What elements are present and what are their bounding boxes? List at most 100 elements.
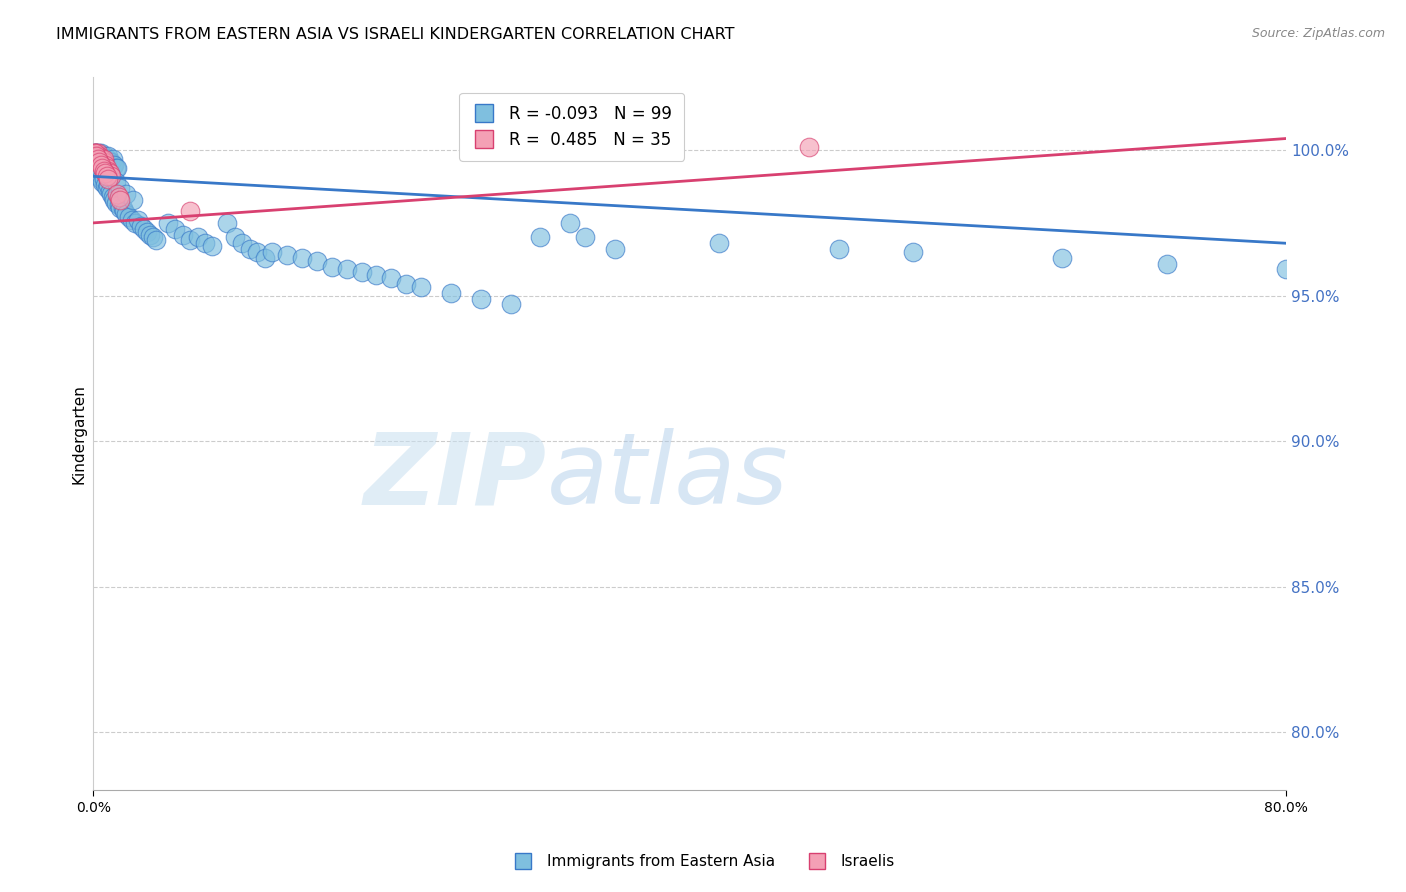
Point: [1275, 262, 1298, 277]
Point: [93, 163, 115, 178]
Point: [124, 216, 146, 230]
Point: [321, 260, 343, 274]
Point: [86, 149, 108, 163]
Point: [560, 216, 582, 230]
Point: [83, 146, 105, 161]
Text: ZIP: ZIP: [363, 428, 547, 525]
Point: [89, 152, 111, 166]
Point: [104, 195, 127, 210]
Point: [96, 169, 118, 184]
Point: [100, 169, 122, 184]
Point: [93, 154, 115, 169]
Point: [91, 158, 114, 172]
Point: [305, 253, 328, 268]
Point: [89, 149, 111, 163]
Point: [224, 230, 246, 244]
Point: [132, 221, 155, 235]
Point: [90, 172, 112, 186]
Point: [217, 216, 239, 230]
Point: [86, 152, 108, 166]
Point: [86, 149, 108, 163]
Point: [84, 146, 107, 161]
Point: [91, 175, 114, 189]
Point: [262, 244, 284, 259]
Point: [797, 140, 820, 154]
Point: [90, 152, 112, 166]
Point: [100, 186, 122, 201]
Point: [179, 204, 201, 219]
Point: [100, 169, 122, 184]
Point: [94, 178, 117, 192]
Point: [395, 277, 418, 291]
Point: [86, 146, 108, 161]
Point: [231, 236, 253, 251]
Point: [89, 146, 111, 161]
Point: [91, 152, 114, 166]
Point: [97, 149, 120, 163]
Point: [239, 242, 262, 256]
Point: [86, 149, 108, 163]
Point: [90, 152, 112, 166]
Point: [145, 233, 167, 247]
Point: [94, 149, 117, 163]
Point: [470, 292, 492, 306]
Legend: Immigrants from Eastern Asia, Israelis: Immigrants from Eastern Asia, Israelis: [505, 848, 901, 875]
Point: [104, 175, 127, 189]
Point: [101, 152, 124, 166]
Point: [574, 230, 596, 244]
Point: [86, 149, 108, 163]
Point: [90, 158, 112, 172]
Point: [89, 169, 111, 184]
Text: IMMIGRANTS FROM EASTERN ASIA VS ISRAELI KINDERGARTEN CORRELATION CHART: IMMIGRANTS FROM EASTERN ASIA VS ISRAELI …: [56, 27, 735, 42]
Point: [94, 163, 117, 178]
Point: [83, 146, 105, 161]
Point: [84, 149, 107, 163]
Point: [139, 227, 162, 242]
Point: [104, 161, 127, 175]
Point: [156, 216, 179, 230]
Point: [94, 158, 117, 172]
Point: [93, 152, 115, 166]
Point: [98, 184, 121, 198]
Point: [97, 152, 120, 166]
Point: [83, 146, 105, 161]
Point: [98, 166, 121, 180]
Text: atlas: atlas: [547, 428, 789, 525]
Point: [127, 213, 149, 227]
Point: [529, 230, 551, 244]
Legend: R = -0.093   N = 99, R =  0.485   N = 35: R = -0.093 N = 99, R = 0.485 N = 35: [460, 93, 683, 161]
Point: [94, 166, 117, 180]
Point: [103, 193, 125, 207]
Text: Source: ZipAtlas.com: Source: ZipAtlas.com: [1251, 27, 1385, 40]
Point: [350, 265, 373, 279]
Point: [97, 178, 120, 192]
Point: [115, 207, 138, 221]
Point: [121, 213, 143, 227]
Point: [96, 154, 118, 169]
Point: [246, 244, 269, 259]
Point: [129, 219, 152, 233]
Point: [135, 225, 157, 239]
Point: [84, 146, 107, 161]
Point: [201, 239, 224, 253]
Point: [90, 146, 112, 161]
Point: [91, 152, 114, 166]
Point: [105, 161, 128, 175]
Point: [440, 285, 463, 300]
Point: [96, 181, 118, 195]
Point: [93, 172, 115, 186]
Point: [89, 149, 111, 163]
Point: [97, 172, 120, 186]
Point: [253, 251, 276, 265]
Point: [84, 163, 107, 178]
Point: [114, 204, 136, 219]
Point: [96, 161, 118, 175]
Point: [98, 154, 121, 169]
Point: [380, 271, 402, 285]
Point: [89, 154, 111, 169]
Point: [84, 149, 107, 163]
Point: [165, 221, 187, 235]
Point: [1052, 251, 1074, 265]
Point: [83, 146, 105, 161]
Point: [903, 244, 925, 259]
